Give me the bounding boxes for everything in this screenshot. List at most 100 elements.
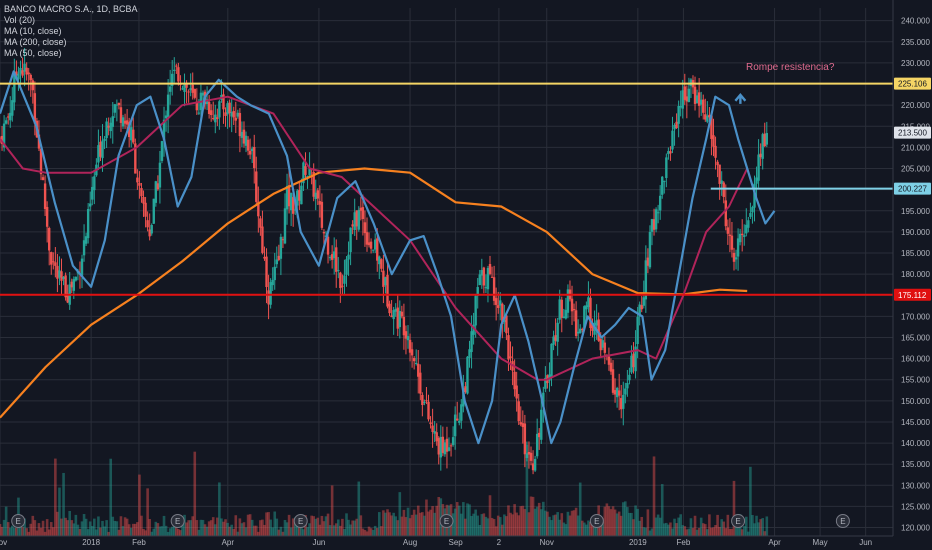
indicator-ma10[interactable]: MA (10, close) [4, 26, 62, 36]
volume-bar [72, 523, 76, 536]
volume-bar [152, 528, 156, 536]
candle-body [45, 206, 49, 227]
candle-body [146, 220, 149, 228]
volume-bar [474, 509, 477, 536]
candle-body [23, 63, 26, 72]
candle-body [408, 339, 412, 353]
candle-body [261, 226, 264, 253]
volume-bar [168, 528, 172, 536]
time-axis[interactable]: Nov 2018 Feb Apr Jun Aug Sep 2 Nov 2019 Feb Apr May J… [0, 535, 893, 547]
volume-bar [476, 515, 480, 536]
volume-bar [283, 519, 287, 536]
time-tick-label: Sep [448, 538, 463, 547]
candle-body [576, 331, 580, 334]
volume-bar [648, 530, 652, 536]
candle-body [361, 207, 365, 220]
volume-bar [187, 520, 190, 536]
volume-bar [580, 520, 584, 536]
candle-body [685, 96, 689, 102]
candle-body [540, 409, 543, 440]
indicator-ma50[interactable]: MA (50, close) [4, 48, 62, 58]
candle-body [238, 113, 242, 137]
volume-bar [714, 525, 717, 536]
candle-body [345, 259, 348, 275]
price-tag-support [894, 288, 931, 301]
candle-body [677, 105, 680, 124]
volume-bar [673, 518, 676, 536]
candle-body [224, 112, 227, 116]
volume-bar [308, 523, 311, 536]
candle-body [54, 262, 57, 266]
candle-body [294, 209, 297, 211]
volume-bar [660, 484, 664, 536]
ma200-line [0, 167, 748, 419]
candle-body [56, 265, 59, 279]
symbol-title[interactable]: BANCO MACRO S.A., 1D, BCBA [4, 4, 138, 14]
candle-body [603, 342, 607, 353]
indicator-volume[interactable]: Vol (20) [4, 15, 36, 25]
candle-body [148, 229, 151, 237]
candle-body [62, 276, 65, 279]
candle-body [298, 189, 301, 201]
volume-bar [136, 522, 139, 536]
volume-bar [519, 506, 523, 536]
volume-bar [392, 512, 395, 536]
candle-body [675, 121, 678, 129]
volume-bar [675, 523, 678, 536]
volume-bar [749, 466, 752, 536]
candle-body [123, 120, 127, 124]
candle-body [638, 304, 641, 317]
volume-bar [134, 523, 137, 536]
candle-body [410, 349, 414, 356]
candle-body [93, 176, 96, 191]
candle-body [390, 315, 393, 318]
candle-body [599, 339, 602, 351]
volume-bar [621, 502, 625, 536]
candle-body [158, 162, 162, 188]
volume-bar [177, 529, 180, 536]
candle-body [609, 362, 613, 372]
volume-bar [634, 505, 637, 536]
volume-bar [261, 519, 264, 536]
price-tick-label: 150.000 [901, 397, 930, 406]
candle-body [271, 279, 274, 286]
candle-body [404, 331, 408, 339]
candle-body [50, 252, 53, 265]
candle-body [622, 394, 625, 409]
candle-body [738, 233, 742, 243]
volume-bar [537, 502, 541, 536]
candle-body [566, 289, 570, 313]
volume-bar [365, 531, 369, 536]
candle-body [587, 297, 590, 308]
candle-body [82, 240, 86, 256]
candle-body [330, 254, 334, 260]
volume-bar [552, 515, 555, 536]
volume-bar [570, 510, 574, 536]
volume-bar [312, 516, 315, 536]
candle-body [687, 88, 691, 102]
volume-bar [457, 505, 461, 536]
candle-body [181, 88, 184, 90]
volume-bar [275, 518, 279, 536]
time-tick-label: 2018 [82, 538, 100, 547]
volume-bar [593, 519, 596, 536]
indicator-ma200[interactable]: MA (200, close) [4, 37, 67, 47]
volume-bar [49, 522, 53, 536]
earnings-circle [589, 514, 604, 528]
candle-body [80, 258, 84, 276]
candle-body [218, 101, 221, 118]
volume-bar [19, 523, 22, 536]
candle-body [710, 115, 713, 139]
volume-bar [732, 480, 736, 536]
volume-bar [505, 516, 508, 536]
candle-body [187, 91, 190, 93]
annotation-text: Rompe resistencia? [746, 62, 835, 73]
volume-bar [33, 520, 37, 536]
volume-bar [373, 525, 377, 536]
candle-body [119, 107, 123, 123]
volume-bar [507, 505, 510, 536]
candle-body [86, 209, 90, 239]
volume-bar [388, 512, 391, 536]
volume-bar [703, 524, 707, 536]
